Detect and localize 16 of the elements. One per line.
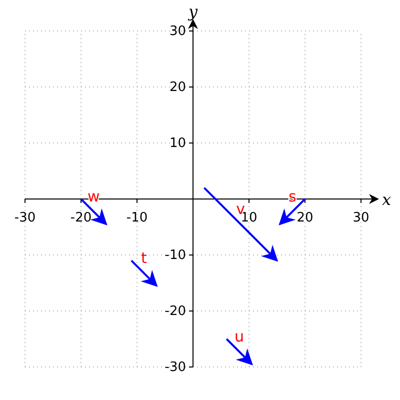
x-tick-label: -10 — [126, 210, 148, 226]
series-label: u — [234, 328, 244, 346]
series-label: v — [236, 200, 246, 218]
y-tick-label: 30 — [169, 24, 186, 40]
x-tick-label: 30 — [352, 210, 370, 226]
y-tick-label: -10 — [164, 248, 186, 264]
series-label: t — [141, 249, 148, 268]
y-tick-label: 20 — [169, 80, 186, 96]
y-tick-label: -30 — [164, 360, 186, 376]
x-tick-label: -20 — [70, 210, 92, 226]
x-tick-label: 20 — [296, 210, 314, 226]
x-axis-title: x — [382, 190, 392, 209]
x-tick-label: -30 — [14, 210, 36, 226]
y-axis-title: y — [187, 2, 198, 21]
y-tick-label: 10 — [169, 136, 186, 152]
y-tick-label: -20 — [164, 304, 186, 320]
